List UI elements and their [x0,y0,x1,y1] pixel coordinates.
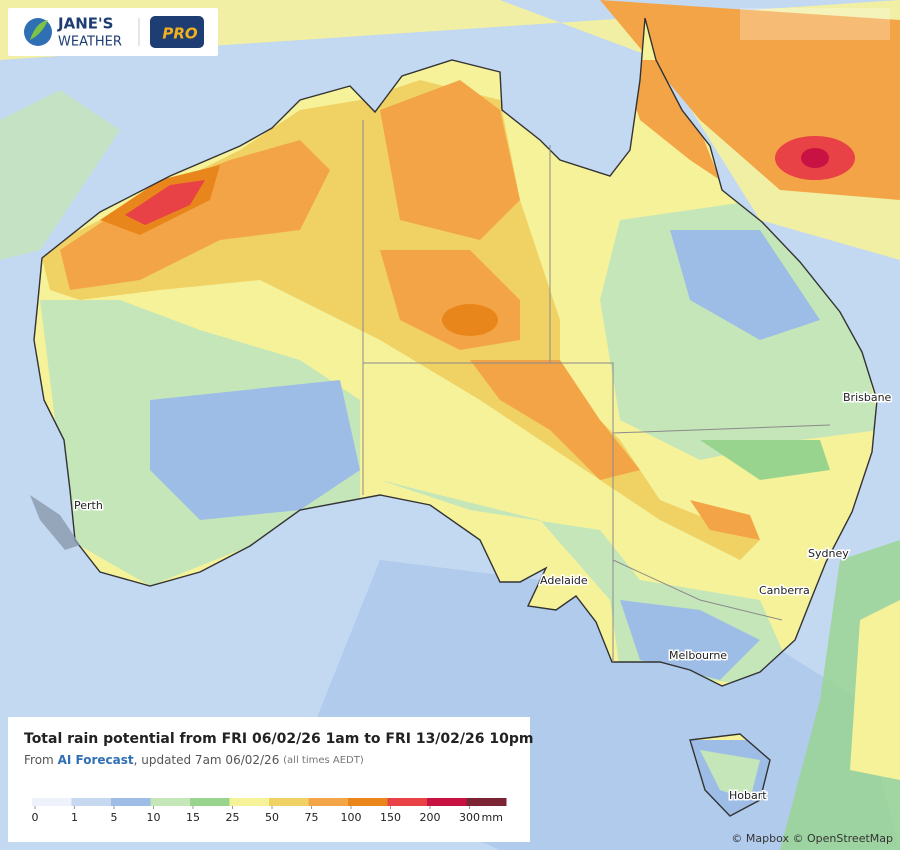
state-borders [362,120,831,662]
legend-tick-label: 10 [147,811,161,824]
coastline [30,17,878,817]
legend-unit: mm [482,811,503,824]
subtitle-source[interactable]: AI Forecast [58,753,134,767]
subtitle-rest: , updated 7am 06/02/26 [134,753,280,767]
legend-swatch [427,798,467,806]
pro-label: PRO [162,25,198,43]
attribution[interactable]: © Mapbox © OpenStreetMap [731,832,893,845]
logo[interactable]: JANE'S WEATHER PRO [8,8,218,56]
city-label: Perth [74,499,103,512]
city-label: Canberra [759,584,810,597]
legend-swatch [269,798,309,806]
city-label: Sydney [808,547,849,560]
legend-tick-label: 1 [71,811,78,824]
legend-swatch [229,798,270,806]
legend-tick-label: 50 [265,811,279,824]
subtitle-note: (all times AEDT) [283,755,364,766]
legend-tick-label: 0 [32,811,39,824]
legend-tick-label: 200 [420,811,441,824]
legend-swatch [71,798,112,806]
city-label: Hobart [729,789,767,802]
logo-subname: WEATHER [58,35,122,50]
city-label: Melbourne [669,649,727,662]
logo-leaf [30,20,48,40]
subtitle-prefix: From [24,753,54,767]
legend-swatch [466,798,507,806]
legend-tick-label: 300 [459,811,480,824]
legend-tick-label: 15 [186,811,200,824]
legend-swatch [111,798,151,806]
legend-title: Total rain potential from FRI 06/02/26 1… [24,731,533,747]
legend-box [8,717,530,842]
legend-tick-label: 100 [341,811,362,824]
pro-badge [150,16,204,48]
city-label: Brisbane [843,391,892,404]
legend-tick-label: 25 [226,811,240,824]
legend-swatch [190,798,230,806]
logo-name: JANE'S [57,15,113,33]
legend-swatch [308,798,349,806]
legend-swatch [32,798,72,806]
legend-swatch [348,798,388,806]
legend-swatch [387,798,428,806]
legend-swatch [150,798,191,806]
legend-tick-label: 5 [111,811,118,824]
map-controls[interactable] [740,8,890,40]
legend-tick-label: 150 [380,811,401,824]
legend-panel: Total rain potential from FRI 06/02/26 1… [8,717,533,842]
legend-tick-label: 75 [305,811,319,824]
legend-subtitle: From AI Forecast, updated 7am 06/02/26 (… [24,753,364,767]
city-label: Adelaide [540,574,588,587]
